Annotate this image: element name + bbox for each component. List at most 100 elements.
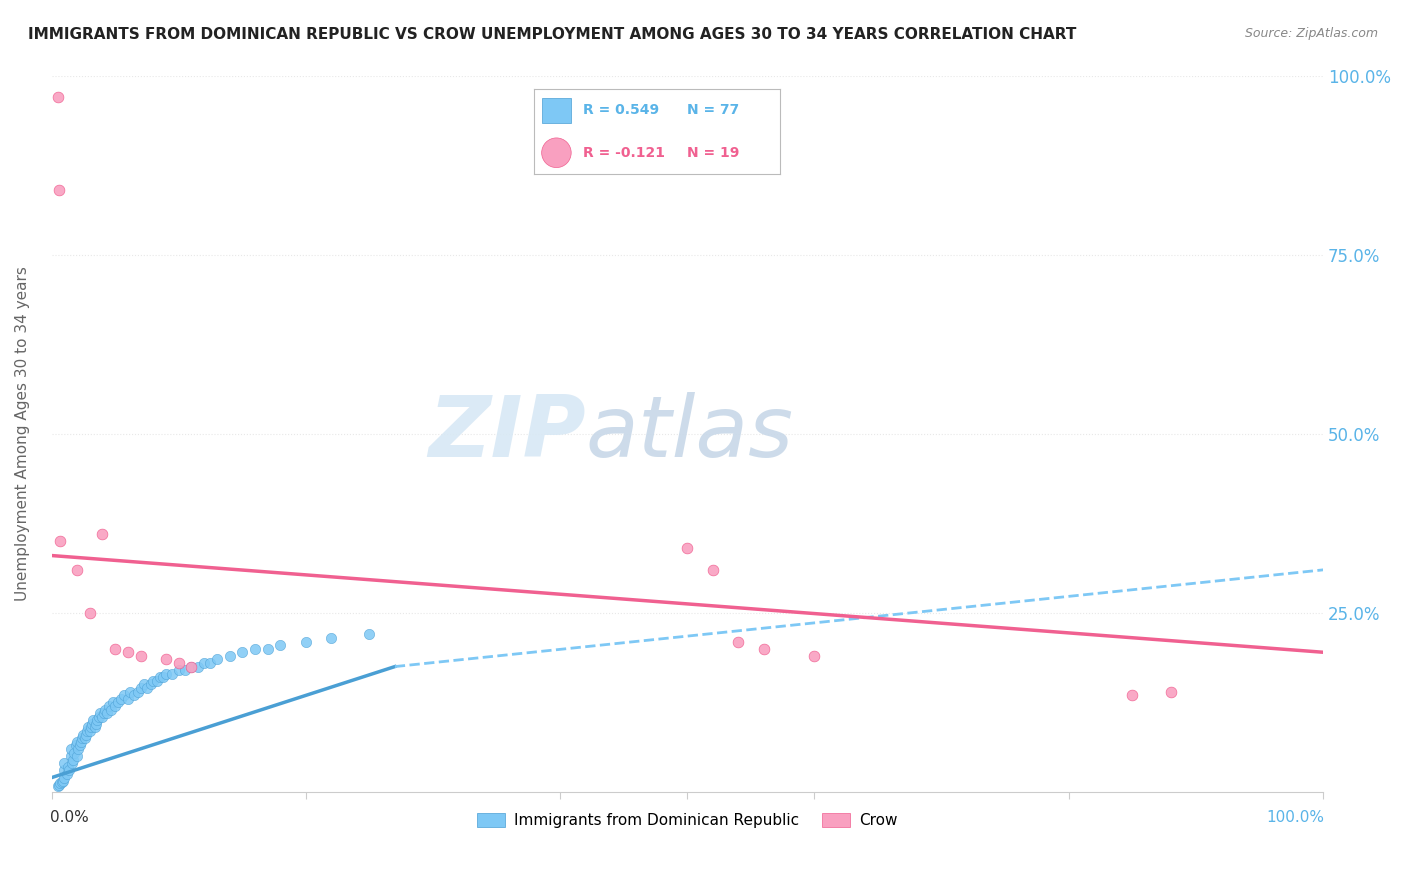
Point <box>152 670 174 684</box>
Point <box>702 563 724 577</box>
Text: 0.0%: 0.0% <box>51 810 89 825</box>
Point <box>69 735 91 749</box>
Legend: Immigrants from Dominican Republic, Crow: Immigrants from Dominican Republic, Crow <box>471 807 904 835</box>
Point <box>52 774 75 789</box>
Point <box>94 702 117 716</box>
Point <box>75 728 97 742</box>
Point <box>46 90 69 104</box>
Point <box>77 721 100 735</box>
Point <box>101 695 124 709</box>
Point <box>752 641 775 656</box>
Point <box>96 706 118 720</box>
Text: N = 77: N = 77 <box>686 103 740 118</box>
Point <box>142 673 165 688</box>
Text: IMMIGRANTS FROM DOMINICAN REPUBLIC VS CROW UNEMPLOYMENT AMONG AGES 30 TO 34 YEAR: IMMIGRANTS FROM DOMINICAN REPUBLIC VS CR… <box>28 27 1077 42</box>
Point <box>86 714 108 728</box>
Point <box>66 749 89 764</box>
Point <box>79 606 101 620</box>
Bar <box>541 97 571 123</box>
Point <box>53 756 76 771</box>
Point <box>359 627 381 641</box>
Point <box>89 706 111 720</box>
Point <box>56 760 79 774</box>
Point <box>104 698 127 713</box>
Text: R = 0.549: R = 0.549 <box>583 103 659 118</box>
Point <box>91 527 114 541</box>
Text: Source: ZipAtlas.com: Source: ZipAtlas.com <box>1244 27 1378 40</box>
Text: 100.0%: 100.0% <box>1267 810 1324 825</box>
Point <box>134 677 156 691</box>
Point <box>122 688 145 702</box>
Point <box>146 673 169 688</box>
Point <box>73 731 96 746</box>
Point <box>243 641 266 656</box>
Point <box>80 721 103 735</box>
Point <box>79 724 101 739</box>
Point <box>200 656 222 670</box>
Point <box>59 749 82 764</box>
Point <box>53 771 76 785</box>
Point <box>676 541 699 556</box>
Y-axis label: Unemployment Among Ages 30 to 34 years: Unemployment Among Ages 30 to 34 years <box>15 267 30 601</box>
Point <box>59 742 82 756</box>
Point <box>1121 688 1143 702</box>
Point <box>193 656 215 670</box>
Point <box>97 698 120 713</box>
Point <box>129 648 152 663</box>
Point <box>46 779 69 793</box>
Point <box>295 634 318 648</box>
Point <box>187 659 209 673</box>
Point <box>104 641 127 656</box>
Point <box>321 631 343 645</box>
Point <box>67 742 90 756</box>
Point <box>58 764 80 778</box>
Point <box>180 659 202 673</box>
Point <box>129 681 152 695</box>
Point <box>727 634 749 648</box>
Point <box>72 728 94 742</box>
Text: R = -0.121: R = -0.121 <box>583 145 665 160</box>
Point <box>65 739 87 753</box>
Point <box>269 638 291 652</box>
Point <box>174 663 197 677</box>
Point <box>112 688 135 702</box>
Point <box>231 645 253 659</box>
Point <box>82 714 104 728</box>
Point <box>53 764 76 778</box>
Point <box>167 663 190 677</box>
Point <box>155 652 177 666</box>
Point <box>51 775 73 789</box>
Point <box>1160 684 1182 698</box>
Point <box>93 706 115 720</box>
Point <box>100 702 122 716</box>
Point <box>162 666 184 681</box>
Point <box>60 756 83 771</box>
Point <box>135 681 157 695</box>
Point <box>69 739 91 753</box>
Point <box>167 656 190 670</box>
Point <box>87 710 110 724</box>
Point <box>63 746 86 760</box>
Point <box>149 670 172 684</box>
Text: N = 19: N = 19 <box>686 145 740 160</box>
Point <box>117 645 139 659</box>
Point <box>70 731 93 746</box>
Point <box>84 717 107 731</box>
Point <box>127 684 149 698</box>
Point <box>256 641 278 656</box>
Point <box>91 710 114 724</box>
Point <box>110 691 132 706</box>
Point <box>155 666 177 681</box>
Ellipse shape <box>541 138 571 168</box>
Text: ZIP: ZIP <box>427 392 586 475</box>
Point <box>82 717 104 731</box>
Point <box>180 659 202 673</box>
Point <box>56 767 79 781</box>
Point <box>66 563 89 577</box>
Point <box>107 695 129 709</box>
Point <box>49 776 72 790</box>
Point <box>120 684 142 698</box>
Point <box>48 183 70 197</box>
Point <box>66 735 89 749</box>
Point <box>48 778 70 792</box>
